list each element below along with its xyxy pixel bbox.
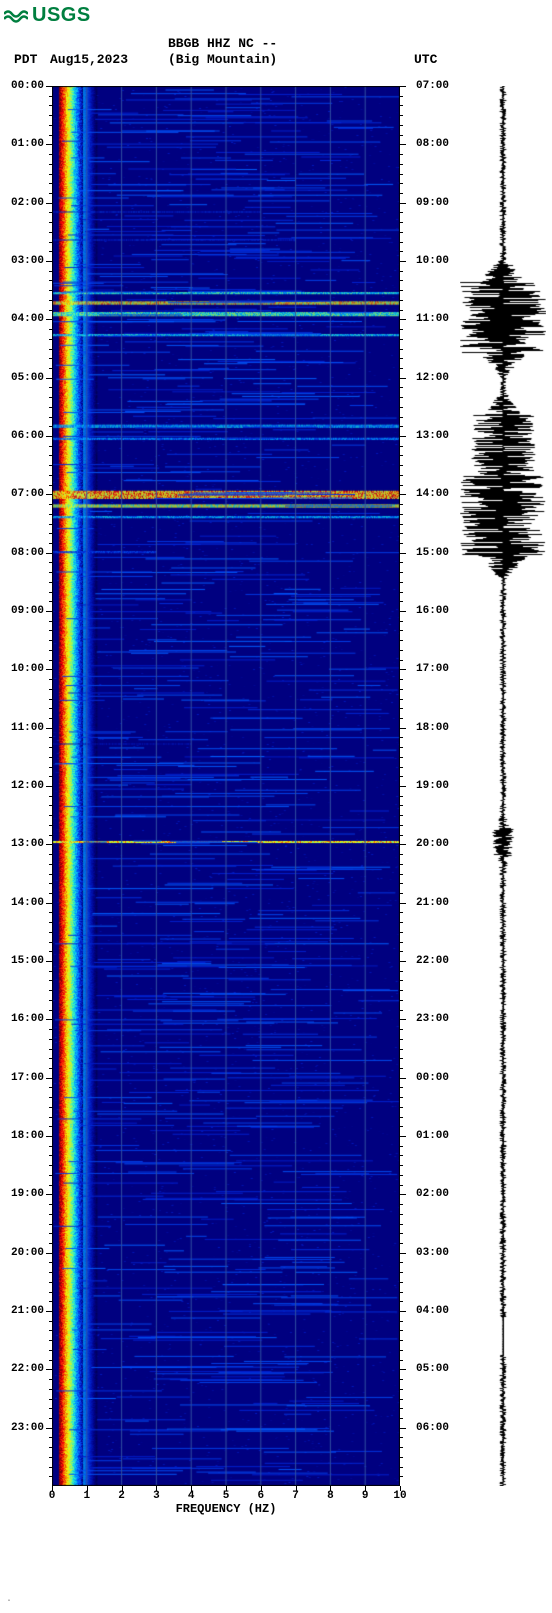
seismogram-canvas <box>460 86 546 1486</box>
left-tick-label: 16:00 <box>6 1013 44 1025</box>
x-tick-label: 9 <box>362 1490 369 1502</box>
seismogram-panel <box>460 86 546 1486</box>
right-tick-label: 12:00 <box>416 372 449 384</box>
left-tick-label: 22:00 <box>6 1363 44 1375</box>
x-tick-label: 7 <box>292 1490 299 1502</box>
x-tick-label: 4 <box>188 1490 195 1502</box>
spectrogram-plot <box>52 86 400 1486</box>
left-tick-label: 13:00 <box>6 838 44 850</box>
left-timezone-label: PDT <box>14 52 37 67</box>
left-tick-label: 03:00 <box>6 255 44 267</box>
left-tick-label: 09:00 <box>6 605 44 617</box>
x-tick-label: 0 <box>49 1490 56 1502</box>
right-tick-label: 05:00 <box>416 1363 449 1375</box>
left-tick-label: 14:00 <box>6 897 44 909</box>
right-tick-label: 08:00 <box>416 138 449 150</box>
left-tick-label: 07:00 <box>6 488 44 500</box>
right-tick-label: 21:00 <box>416 897 449 909</box>
right-timezone-label: UTC <box>414 52 437 67</box>
right-tick-label: 23:00 <box>416 1013 449 1025</box>
x-tick-label: 1 <box>83 1490 90 1502</box>
left-tick-label: 20:00 <box>6 1247 44 1259</box>
right-tick-label: 01:00 <box>416 1130 449 1142</box>
x-tick-label: 2 <box>118 1490 125 1502</box>
x-axis-label: FREQUENCY (HZ) <box>52 1502 400 1516</box>
right-tick-label: 11:00 <box>416 313 449 325</box>
page: USGS BBGB HHZ NC -- PDT Aug15,2023 (Big … <box>0 0 552 1613</box>
left-tick-label: 17:00 <box>6 1072 44 1084</box>
left-tick-label: 00:00 <box>6 80 44 92</box>
left-tick-label: 12:00 <box>6 780 44 792</box>
spectrogram-canvas <box>52 86 400 1486</box>
right-tick-label: 17:00 <box>416 663 449 675</box>
right-tick-label: 07:00 <box>416 80 449 92</box>
right-tick-label: 04:00 <box>416 1305 449 1317</box>
station-code: BBGB HHZ NC -- <box>168 36 277 51</box>
right-tick-label: 00:00 <box>416 1072 449 1084</box>
right-tick-label: 02:00 <box>416 1188 449 1200</box>
right-tick-label: 19:00 <box>416 780 449 792</box>
x-tick-label: 3 <box>153 1490 160 1502</box>
usgs-logo-text: USGS <box>32 4 91 27</box>
left-tick-label: 08:00 <box>6 547 44 559</box>
left-tick-label: 23:00 <box>6 1422 44 1434</box>
usgs-logo: USGS <box>4 4 91 27</box>
left-tick-label: 21:00 <box>6 1305 44 1317</box>
left-tick-label: 15:00 <box>6 955 44 967</box>
right-tick-label: 10:00 <box>416 255 449 267</box>
footer-mark: . <box>6 1594 12 1605</box>
right-tick-label: 18:00 <box>416 722 449 734</box>
left-tick-label: 19:00 <box>6 1188 44 1200</box>
left-tick-label: 06:00 <box>6 430 44 442</box>
right-tick-label: 16:00 <box>416 605 449 617</box>
right-tick-label: 09:00 <box>416 197 449 209</box>
x-tick-label: 8 <box>327 1490 334 1502</box>
station-name: (Big Mountain) <box>168 52 277 67</box>
left-tick-label: 18:00 <box>6 1130 44 1142</box>
date-label: Aug15,2023 <box>50 52 128 67</box>
left-tick-label: 11:00 <box>6 722 44 734</box>
wave-icon <box>4 7 28 25</box>
right-tick-label: 20:00 <box>416 838 449 850</box>
right-tick-label: 06:00 <box>416 1422 449 1434</box>
right-tick-label: 03:00 <box>416 1247 449 1259</box>
x-tick-label: 6 <box>257 1490 264 1502</box>
left-tick-label: 05:00 <box>6 372 44 384</box>
left-tick-label: 01:00 <box>6 138 44 150</box>
right-tick-label: 15:00 <box>416 547 449 559</box>
left-tick-label: 04:00 <box>6 313 44 325</box>
right-tick-label: 14:00 <box>416 488 449 500</box>
left-tick-label: 10:00 <box>6 663 44 675</box>
left-tick-label: 02:00 <box>6 197 44 209</box>
x-tick-label: 5 <box>223 1490 230 1502</box>
right-tick-label: 13:00 <box>416 430 449 442</box>
right-tick-label: 22:00 <box>416 955 449 967</box>
x-tick-label: 10 <box>393 1490 406 1502</box>
